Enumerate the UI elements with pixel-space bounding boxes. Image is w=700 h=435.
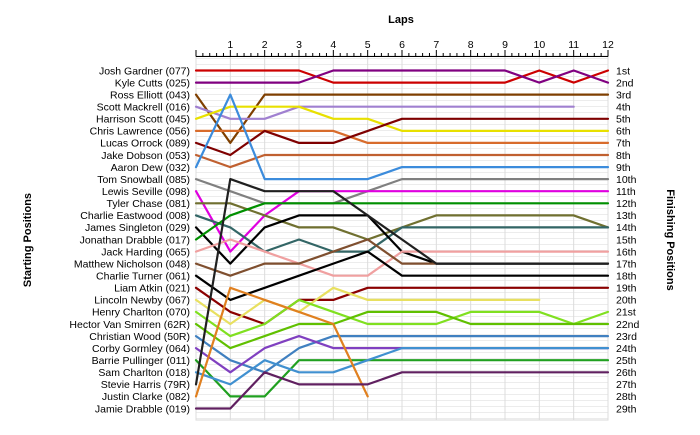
series-line	[194, 286, 541, 326]
starting-label: Harrison Scott (045)	[96, 114, 190, 126]
starting-label: Barrie Pullinger (011)	[92, 355, 190, 367]
starting-label: Aaron Dew (032)	[111, 162, 190, 174]
starting-position-labels: Josh Gardner (077)Kyle Cutts (025)Ross E…	[69, 65, 190, 415]
starting-label: Kyle Cutts (025)	[115, 77, 190, 89]
starting-label: Henry Charlton (070)	[92, 307, 190, 319]
x-tick-label: 11	[568, 39, 579, 51]
series-line	[194, 286, 369, 398]
starting-label: Justin Clarke (082)	[102, 391, 190, 403]
starting-label: Jonathan Drabble (017)	[80, 234, 190, 246]
left-axis-title: Starting Positions	[22, 193, 34, 287]
starting-label: Jack Harding (065)	[101, 246, 190, 258]
finishing-label: 19th	[616, 283, 637, 295]
series-line	[194, 69, 610, 84]
finishing-label: 10th	[616, 174, 637, 186]
finishing-label: 5th	[616, 114, 631, 126]
x-tick-label: 1	[227, 39, 233, 51]
x-tick-labels: 1 2 3 4 5 6 7 8 9 10 11 12	[227, 39, 614, 51]
series-line	[194, 93, 610, 181]
starting-label: Jamie Drabble (019)	[95, 403, 190, 415]
starting-label: Corby Gormley (064)	[92, 343, 190, 355]
starting-label: Charlie Eastwood (008)	[80, 210, 190, 222]
finishing-label: 17th	[616, 258, 637, 270]
starting-label: Scott Mackrell (016)	[97, 102, 190, 114]
x-tick-label: 3	[296, 39, 302, 51]
right-axis-title: Finishing Positions	[664, 189, 676, 290]
series-line	[194, 310, 610, 350]
finishing-label: 9th	[616, 162, 631, 174]
starting-label: Hector Van Smirren (62R)	[69, 319, 190, 331]
series-line	[194, 93, 610, 144]
finishing-label: 6th	[616, 126, 631, 138]
series-line	[194, 238, 438, 277]
finishing-label: 26th	[616, 367, 637, 379]
finishing-label: 28th	[616, 391, 637, 403]
finishing-label: 20th	[616, 295, 637, 307]
starting-label: Tyler Chase (081)	[107, 198, 190, 210]
starting-label: Liam Atkin (021)	[114, 283, 190, 295]
series-line	[194, 105, 575, 120]
finishing-label: 8th	[616, 150, 631, 162]
x-tick-label: 9	[502, 39, 508, 51]
starting-label: Lewis Seville (098)	[102, 186, 190, 198]
series-line	[194, 153, 610, 169]
x-tick-label: 7	[433, 39, 439, 51]
series-line	[194, 298, 610, 338]
starting-label: Jake Dobson (053)	[101, 150, 190, 162]
starting-label: Sam Charlton (018)	[98, 367, 190, 379]
starting-label: Stevie Harris (79R)	[101, 379, 190, 391]
finishing-label: 22nd	[616, 319, 640, 331]
finishing-position-labels: 1st2nd3rd4th5th6th7th8th9th10th11th12th1…	[616, 65, 640, 415]
finishing-label: 13th	[616, 210, 637, 222]
series-line	[194, 250, 610, 301]
series-lines	[194, 69, 610, 410]
x-tick-label: 8	[468, 39, 474, 51]
finishing-label: 15th	[616, 234, 637, 246]
x-tick-label: 2	[262, 39, 268, 51]
finishing-label: 1st	[616, 65, 630, 77]
starting-label: Christian Wood (50R)	[89, 331, 190, 343]
finishing-label: 14th	[616, 222, 637, 234]
finishing-label: 12th	[616, 198, 637, 210]
starting-label: Ross Elliott (043)	[110, 89, 190, 101]
starting-label: Charlie Turner (061)	[96, 271, 190, 283]
series-line	[194, 347, 610, 386]
starting-label: Tom Snowball (085)	[97, 174, 190, 186]
starting-label: Matthew Nicholson (048)	[74, 258, 190, 270]
series-line	[194, 105, 610, 132]
starting-label: Chris Lawrence (056)	[90, 126, 190, 138]
x-tick-label: 5	[365, 39, 371, 51]
finishing-label: 21st	[616, 307, 636, 319]
finishing-label: 16th	[616, 246, 637, 258]
starting-label: Lincoln Newby (067)	[94, 295, 190, 307]
series-line	[194, 238, 610, 277]
starting-label: Josh Gardner (077)	[99, 65, 190, 77]
starting-label: James Singleton (029)	[85, 222, 190, 234]
finishing-label: 24th	[616, 343, 637, 355]
starting-label: Lucas Orrock (089)	[100, 138, 190, 150]
finishing-label: 29th	[616, 403, 637, 415]
series-line	[194, 202, 610, 241]
finishing-label: 3rd	[616, 89, 631, 101]
finishing-label: 7th	[616, 138, 631, 150]
finishing-label: 25th	[616, 355, 637, 367]
x-tick-label: 12	[602, 39, 614, 51]
finishing-label: 27th	[616, 379, 637, 391]
series-line	[194, 359, 610, 398]
series-line	[194, 178, 610, 386]
finishing-label: 18th	[616, 271, 637, 283]
series-line	[194, 371, 610, 410]
x-tick-label: 4	[330, 39, 336, 51]
chart-title: Laps	[388, 14, 414, 26]
finishing-label: 2nd	[616, 77, 634, 89]
series-line	[194, 117, 610, 157]
finishing-label: 11th	[616, 186, 636, 198]
series-line	[194, 69, 610, 84]
finishing-label: 4th	[616, 102, 631, 114]
x-tick-label: 6	[399, 39, 405, 51]
x-tick-label: 10	[533, 39, 545, 51]
finishing-label: 23rd	[616, 331, 637, 343]
